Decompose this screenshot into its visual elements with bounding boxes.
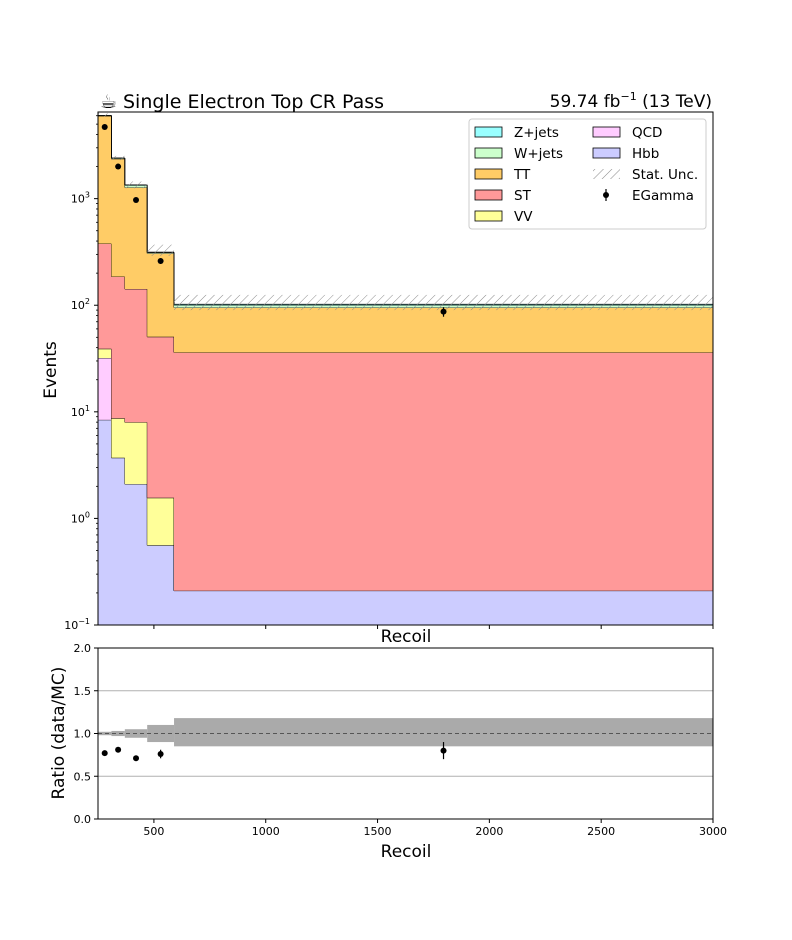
legend-label: Z+jets (514, 125, 559, 141)
y-axis-label: Events (41, 341, 61, 399)
legend-swatch-hbb (592, 147, 621, 159)
ratio-y-tick-label: 1.0 (74, 728, 92, 741)
legend: Z+jets W+jets TT ST VV QCD Hbb Stat. Unc. EGamma (468, 118, 707, 230)
y-tick-exponent: −1 (78, 617, 90, 626)
y-tick-base: 10 (64, 619, 78, 632)
ratio-unc-band-bin (174, 718, 713, 747)
ratio-unc-band-bin (98, 731, 112, 736)
ratio-point (133, 755, 140, 762)
figure-header: ☕ Single Electron Top CR Pass 59.74 fb−1… (100, 90, 712, 113)
y-tick-base: 10 (71, 406, 85, 419)
y-tick-label: 103 (71, 191, 90, 206)
ratio-unc-band-bin (111, 730, 125, 737)
legend-swatch-w-jets (474, 147, 503, 159)
ratio-plot: 0.0 0.5 1.0 1.5 2.0 500 1000 1500 2000 2500 3000 (74, 642, 728, 838)
y-tick-label: 101 (71, 404, 90, 419)
ratio-x-tick-label: 500 (143, 825, 164, 838)
legend-label: ST (514, 188, 532, 204)
lumi-energy-text: (13 TeV) (642, 92, 712, 112)
ratio-y-tick-label: 0.0 (74, 813, 92, 826)
plot-title: Single Electron Top CR Pass (123, 91, 384, 113)
data-point (133, 197, 140, 204)
stack-tt-fill (98, 116, 713, 353)
stat-unc-band-bin (111, 155, 125, 161)
y-tick-label: 102 (71, 297, 90, 312)
ratio-point (115, 746, 122, 753)
ratio-y-tick-label: 0.5 (74, 770, 92, 783)
legend-swatch-z-jets (474, 126, 503, 138)
y-tick-exponent: 3 (85, 191, 90, 200)
stat-unc-band-bin (147, 244, 175, 256)
legend-label: Stat. Unc. (632, 167, 698, 183)
main-x-axis-label: Recoil (381, 627, 432, 647)
ratio-unc-band-bin (147, 724, 175, 743)
stat-unc-band-bin (124, 181, 148, 189)
stat-unc-band-bin (174, 294, 713, 311)
y-tick-exponent: 0 (85, 510, 90, 519)
legend-swatch-st (474, 189, 503, 201)
legend-label: TT (513, 167, 531, 183)
ratio-point (157, 751, 164, 758)
data-point (157, 258, 164, 265)
legend-swatch-stat-unc (593, 169, 620, 179)
legend-label: W+jets (514, 146, 563, 162)
coffee-cup-icon: ☕ (100, 91, 117, 113)
ratio-x-tick-label: 3000 (699, 825, 727, 838)
data-point (101, 124, 108, 131)
legend-label: Hbb (632, 146, 659, 162)
ratio-point (440, 747, 447, 754)
legend-swatch-qcd (592, 126, 621, 138)
ratio-point (101, 750, 108, 757)
lumi-exponent: −1 (620, 90, 636, 103)
legend-label: QCD (632, 125, 662, 141)
luminosity-label: 59.74 fb−1 (13 TeV) (550, 90, 712, 112)
legend-swatch-tt (474, 168, 503, 180)
ratio-x-tick-label: 2500 (587, 825, 615, 838)
ratio-y-tick-label: 2.0 (74, 642, 92, 655)
y-tick-base: 10 (71, 193, 85, 206)
ratio-x-tick-label: 1000 (252, 825, 280, 838)
ratio-x-tick-label: 2000 (475, 825, 503, 838)
ratio-x-tick-label: 1500 (364, 825, 392, 838)
axis-labels: Events Recoil Ratio (data/MC) Recoil (41, 341, 431, 862)
ratio-x-axis-label: Recoil (381, 842, 432, 862)
lumi-value: 59.74 fb (550, 92, 621, 112)
legend-frame (468, 118, 707, 230)
legend-data-marker (603, 192, 609, 198)
legend-label: EGamma (632, 188, 694, 204)
stack-st-fill (98, 243, 713, 591)
y-tick-label: 100 (71, 510, 90, 525)
legend-label: VV (514, 209, 533, 225)
ratio-y-tick-label: 1.5 (74, 685, 92, 698)
main-plot-frame (97, 111, 714, 626)
ratio-y-axis-label: Ratio (data/MC) (49, 667, 69, 800)
y-tick-exponent: 1 (85, 404, 90, 413)
stat-unc-band-bin (98, 113, 112, 117)
y-tick-exponent: 2 (85, 297, 90, 306)
y-tick-base: 10 (71, 512, 85, 525)
stack-hbb-fill (98, 419, 713, 625)
data-point (115, 163, 122, 170)
data-point (440, 308, 447, 315)
legend-swatch-vv (474, 210, 503, 222)
y-tick-label: 10−1 (64, 617, 90, 632)
y-tick-base: 10 (71, 299, 85, 312)
